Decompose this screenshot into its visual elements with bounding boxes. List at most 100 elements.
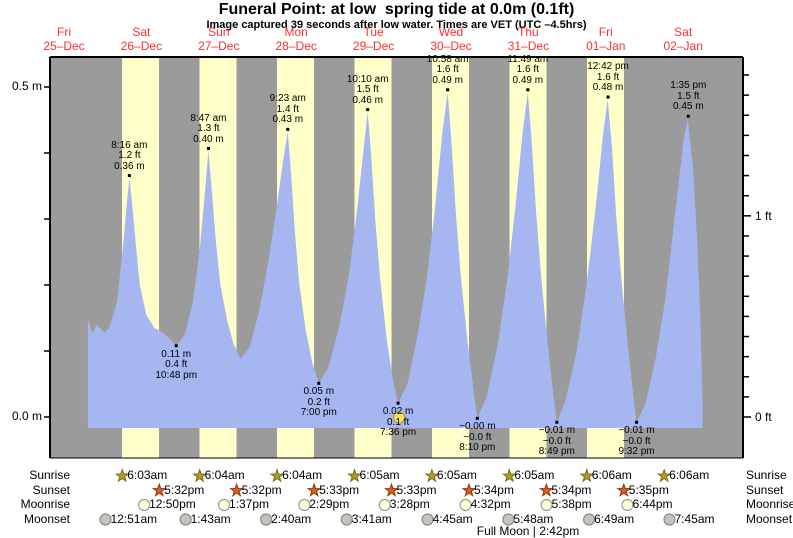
low-tide-annotation: 0.05 m 0.2 ft 7:00 pm <box>259 387 379 419</box>
moonset-circle-icon <box>260 513 273 526</box>
sunrise-time: 6:06am <box>669 468 710 482</box>
high-tide-annotation-line: 1.6 ft <box>596 71 620 83</box>
low-tide-annotation: −0.01 m −0.0 ft 8:49 pm <box>497 426 617 458</box>
high-tide-annotation-line: 0.45 m <box>673 101 704 113</box>
high-tide-annotation-line: 0.40 m <box>193 133 224 145</box>
moonset-circle-icon <box>582 513 596 526</box>
moonset-time: 7:45am <box>674 511 715 526</box>
high-tide-dot <box>366 108 370 112</box>
day-label: Tue 29–Dec <box>352 25 395 53</box>
sunset-time: 5:34pm <box>473 482 514 497</box>
high-tide-annotation: 10:10 am 1.5 ft 0.46 m <box>308 74 428 107</box>
sunrise-icon <box>424 468 440 483</box>
high-tide-annotation-line: 1.6 ft <box>436 64 459 76</box>
high-tide-annotation: 10:58 am 1.6 ft 0.49 m <box>388 54 508 87</box>
low-tide-annotation-line: 0.1 ft <box>386 416 410 428</box>
sunset-star-icon <box>616 482 632 497</box>
sunrise-time: 6:05am <box>436 468 477 482</box>
low-tide-annotation-line: 0.02 m <box>382 406 414 418</box>
full-moon-marker-icon <box>393 411 406 424</box>
high-tide-annotation: 1:35 pm 1.5 ft 0.45 m <box>628 81 748 113</box>
sunset-star-icon <box>461 482 477 497</box>
sunset-icon <box>616 482 632 497</box>
low-tide-annotation-line: 0.05 m <box>303 386 335 398</box>
sunset-time: 5:33pm <box>396 482 437 497</box>
tide-curve-area <box>87 92 703 429</box>
almanac-row-label-right: Sunset <box>746 482 784 497</box>
high-tide-annotation-line: 12:42 pm <box>587 61 629 73</box>
sunrise-star-icon <box>501 468 517 483</box>
moonset-circle-icon <box>421 513 434 526</box>
high-tide-dot <box>526 88 530 92</box>
sunset-star-icon <box>306 482 322 497</box>
almanac-row-label-left: Sunset <box>32 482 70 497</box>
moonset-circle-icon <box>179 513 192 526</box>
low-tide-annotation-line: 9:32 pm <box>618 446 655 458</box>
sunrise-star-icon <box>269 468 285 483</box>
low-tide-annotation-line: 0.11 m <box>161 348 192 360</box>
sunset-star-icon <box>538 482 554 497</box>
moonrise-circle-icon <box>459 498 472 512</box>
low-tide-annotation: −0.01 m −0.0 ft 9:32 pm <box>577 426 697 458</box>
high-tide-annotation: 11:49 am 1.6 ft 0.49 m <box>468 54 588 87</box>
high-tide-annotation-line: 1.5 ft <box>677 90 700 102</box>
day-label: Sat 26–Dec <box>120 25 163 53</box>
day-label: Sat 02–Jan <box>663 25 703 53</box>
moonset-time: 12:51am <box>110 511 158 526</box>
high-tide-dot <box>686 114 690 118</box>
low-tide-annotation-line: −0.0 ft <box>463 431 492 443</box>
moonrise-circle-icon <box>378 498 391 512</box>
moonset-circle-icon <box>99 513 112 526</box>
sunset-time: 5:35pm <box>628 482 669 497</box>
moonrise-time: 4:32pm <box>470 497 511 511</box>
high-tide-annotation-line: 0.48 m <box>592 82 624 94</box>
day-label: Fri 01–Jan <box>586 25 626 53</box>
moonrise-circle-icon <box>540 498 553 512</box>
sunrise-star-icon <box>347 468 362 483</box>
high-tide-dot <box>286 127 290 131</box>
sunrise-time: 6:05am <box>359 468 400 482</box>
sunrise-icon <box>114 468 130 483</box>
day-label: Fri 25–Dec <box>43 25 85 53</box>
sunset-star-icon <box>229 482 245 497</box>
high-tide-annotation-line: 0.46 m <box>352 94 383 106</box>
sunset-time: 5:34pm <box>551 482 592 497</box>
chart-title: Funeral Point: at low spring tide at 0.0… <box>218 1 575 18</box>
low-tide-annotation-line: 7:00 pm <box>300 407 337 419</box>
almanac-row-label-right: Moonrise <box>746 497 793 511</box>
high-tide-annotation-line: 1.5 ft <box>356 84 379 96</box>
high-tide-annotation: 8:16 am 1.2 ft 0.36 m <box>69 140 189 173</box>
sunset-icon <box>306 482 322 497</box>
high-tide-annotation-line: 0.43 m <box>272 114 304 126</box>
sunrise-time: 6:06am <box>591 468 632 482</box>
high-tide-annotation-line: 1.4 ft <box>276 103 299 115</box>
low-tide-dot <box>396 401 400 405</box>
high-tide-annotation-line: 0.49 m <box>432 74 463 86</box>
high-tide-annotation-line: 9:23 am <box>269 93 306 105</box>
low-tide-annotation-line: −0.0 ft <box>542 435 571 447</box>
sunrise-time: 6:04am <box>204 468 245 482</box>
y-axis-label-right: 0 ft <box>755 410 772 424</box>
moonrise-circle-icon <box>298 498 311 512</box>
sunrise-icon <box>192 468 208 483</box>
moonset-time: 6:49am <box>594 511 635 526</box>
high-tide-dot <box>446 88 450 92</box>
day-label: Mon 28–Dec <box>275 25 317 53</box>
moonset-circle-icon <box>340 513 353 526</box>
high-tide-annotation-line: 1.3 ft <box>197 123 220 135</box>
almanac-row-label-left: Sunrise <box>29 468 70 482</box>
full-moon-note: Full Moon | 2:42pm <box>476 524 580 538</box>
high-tide-annotation-line: 0.36 m <box>114 160 145 172</box>
sunrise-star-icon <box>114 468 130 483</box>
sunset-star-icon <box>384 482 399 497</box>
high-tide-dot <box>127 174 131 178</box>
sunrise-time: 6:03am <box>127 468 168 482</box>
low-tide-dot <box>635 420 639 424</box>
moonset-time: 2:40am <box>271 511 312 526</box>
almanac-row-label-left: Moonset <box>23 511 70 526</box>
low-tide-annotation-line: 8:10 pm <box>459 442 496 454</box>
moonset-circle-icon <box>502 513 515 526</box>
sunrise-icon <box>501 468 517 483</box>
